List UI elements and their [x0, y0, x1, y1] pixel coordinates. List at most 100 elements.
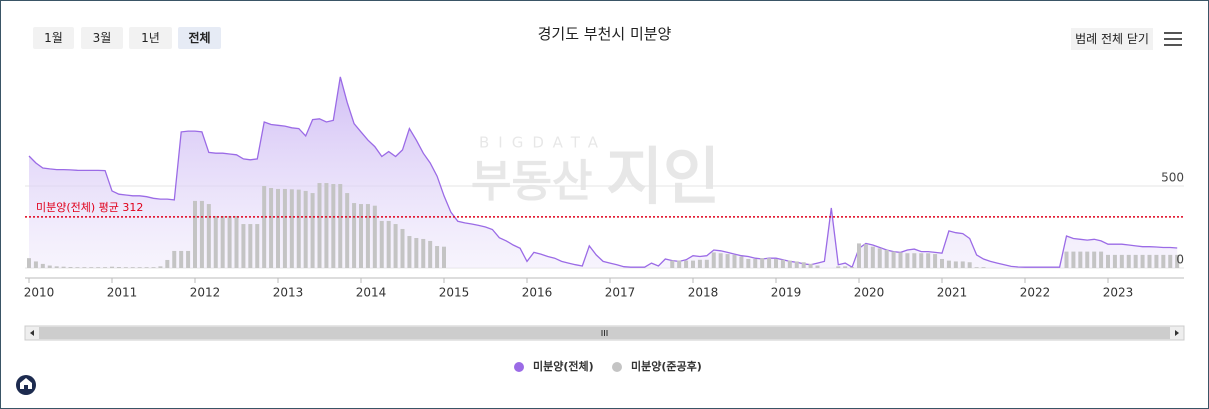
y-tick-label: 500	[1161, 171, 1184, 185]
bar	[1099, 251, 1104, 268]
bar	[179, 250, 184, 268]
bar	[269, 187, 274, 268]
bar	[857, 243, 861, 268]
bar	[442, 246, 446, 268]
x-tick-label: 2022	[1020, 286, 1051, 300]
bar	[282, 188, 287, 268]
bar	[808, 263, 813, 268]
bar	[123, 267, 128, 268]
bar	[919, 253, 924, 268]
scroll-grip	[601, 330, 608, 336]
bar	[774, 258, 778, 268]
bar	[974, 267, 979, 268]
bar	[158, 266, 163, 268]
x-tick-label: 2010	[24, 286, 55, 300]
bar	[33, 261, 38, 268]
bar	[718, 253, 723, 268]
bar	[1119, 254, 1124, 268]
y-tick-label: 0	[1176, 253, 1184, 267]
range-button[interactable]: 3월	[81, 27, 123, 49]
bar	[359, 204, 363, 268]
watermark-text: 지인	[606, 140, 720, 213]
bar	[248, 224, 253, 268]
bar	[61, 266, 66, 268]
bar	[338, 184, 343, 268]
bar	[193, 200, 197, 268]
bar	[421, 238, 426, 268]
bar	[1112, 254, 1117, 268]
line	[28, 76, 1178, 269]
legend-item[interactable]: 미분양(준공후)	[612, 359, 702, 373]
bar	[365, 204, 370, 268]
bar	[1078, 251, 1083, 268]
bar	[884, 249, 889, 268]
legend-label: 미분양(준공후)	[631, 359, 702, 373]
bar	[836, 266, 841, 268]
legend-label: 미분양(전체)	[533, 359, 594, 373]
bar	[151, 267, 156, 268]
bar	[1147, 254, 1152, 268]
x-tick-label: 2021	[937, 286, 968, 300]
bar	[725, 254, 730, 268]
bar	[739, 256, 744, 268]
bar	[393, 224, 398, 268]
x-tick-label: 2019	[771, 286, 802, 300]
bar	[877, 248, 882, 268]
bar	[787, 260, 792, 268]
range-button[interactable]: 전체	[178, 27, 221, 49]
bar	[276, 188, 280, 268]
bar	[116, 267, 121, 268]
bar	[1106, 254, 1110, 268]
bar	[670, 260, 675, 268]
bar	[213, 216, 218, 268]
bar	[110, 266, 114, 268]
bar	[746, 258, 751, 268]
legend-marker	[514, 362, 524, 372]
x-tick-label: 2016	[522, 286, 553, 300]
bar	[130, 267, 135, 268]
bar	[898, 252, 903, 268]
bar	[1092, 251, 1097, 268]
bar	[165, 259, 170, 268]
range-button[interactable]: 1년	[129, 27, 172, 49]
range-button[interactable]: 1월	[33, 27, 74, 49]
menu-button[interactable]	[1164, 32, 1182, 46]
bar	[1064, 251, 1069, 268]
x-tick-label: 2015	[439, 286, 470, 300]
scrollbar[interactable]	[24, 325, 1185, 341]
bar	[206, 204, 211, 268]
x-tick-label: 2018	[688, 286, 719, 300]
bar	[684, 260, 689, 268]
bar	[953, 261, 958, 268]
bar	[220, 216, 225, 268]
watermark-text: BIGDATA	[479, 134, 607, 152]
bar	[1085, 251, 1090, 268]
bar	[386, 220, 391, 268]
watermark-text: 부동산	[471, 156, 592, 207]
bar	[199, 200, 204, 268]
bar	[912, 253, 917, 268]
scroll-arrow-left[interactable]	[30, 330, 34, 336]
legend-toggle-button[interactable]: 범례 전체 닫기	[1071, 28, 1153, 50]
bar	[435, 246, 440, 268]
bar	[967, 262, 972, 268]
x-tick-label: 2011	[107, 286, 138, 300]
legend-item[interactable]: 미분양(전체)	[514, 359, 594, 373]
scroll-arrow-right[interactable]	[1175, 330, 1179, 336]
area-fill	[29, 76, 1178, 269]
bar	[1140, 254, 1145, 268]
bar	[940, 258, 944, 268]
bar	[946, 260, 951, 268]
bar	[89, 267, 94, 268]
bar	[780, 259, 785, 268]
bar	[289, 189, 294, 268]
bar	[863, 244, 868, 268]
bar	[234, 216, 239, 268]
x-tick-label: 2020	[854, 286, 885, 300]
bar	[186, 250, 191, 268]
logo	[16, 375, 36, 395]
bar	[68, 267, 73, 268]
bar	[137, 267, 142, 268]
bar	[296, 189, 301, 268]
